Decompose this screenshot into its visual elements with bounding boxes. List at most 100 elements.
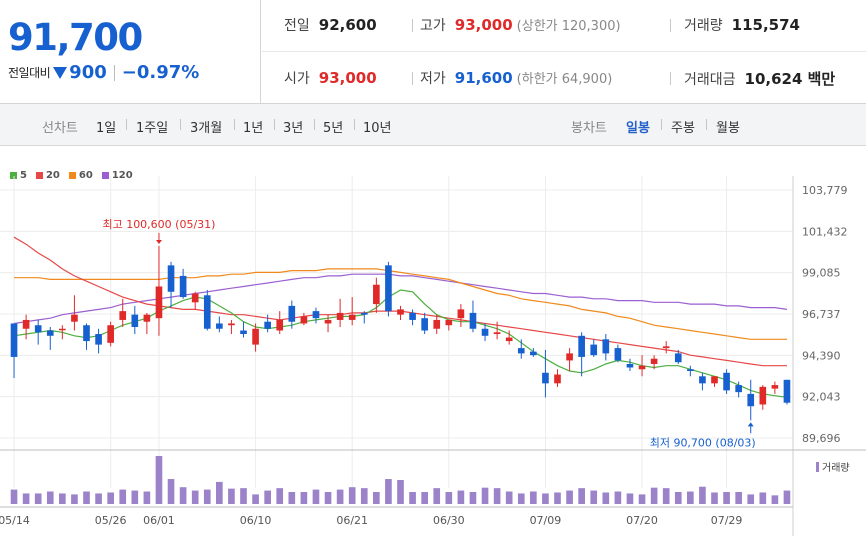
candle [288, 305, 296, 322]
volume-bar [240, 488, 247, 504]
price-chart[interactable]: 103,779 101,432 99,085 96,737 94,390 92,043 89… [0, 146, 866, 536]
volume-bar [324, 492, 332, 504]
candle [662, 346, 670, 349]
candle [783, 379, 791, 403]
monthly-candle-button[interactable]: 월봉 [716, 121, 740, 136]
candle [59, 328, 66, 331]
candle [373, 284, 380, 305]
lower-limit: (하한가 64,900) [516, 72, 613, 87]
candle [324, 319, 332, 324]
y-tick-label: 103,779 [802, 184, 848, 197]
period-1d-button[interactable]: 1일 [96, 121, 117, 136]
change-percent: −0.97% [121, 62, 200, 83]
period-1y-button[interactable]: 1년 [243, 121, 264, 136]
candle [312, 311, 320, 319]
volume-bar [83, 491, 90, 504]
legend-swatch [68, 172, 76, 179]
legend-ma120: 120 [101, 170, 133, 181]
volume-legend-label: 거래량 [822, 463, 850, 474]
candle [505, 337, 513, 342]
candle [216, 323, 223, 329]
volume-legend: 거래량 [816, 459, 850, 474]
candle [179, 275, 187, 298]
volume-bar [107, 492, 114, 504]
volume-bar [493, 488, 501, 504]
volume-bar [22, 493, 30, 504]
period-5y-button[interactable]: 5년 [323, 121, 344, 136]
volume-bar [360, 488, 368, 504]
stats-separator [412, 19, 413, 32]
volume-bar [46, 491, 54, 504]
candle [747, 393, 755, 407]
legend-swatch [35, 172, 43, 179]
volume-bar [131, 490, 139, 504]
current-price: 91,700 [8, 16, 143, 59]
volume-bar [34, 493, 42, 504]
volume-bar [167, 479, 175, 504]
candle [602, 339, 610, 354]
candle [421, 318, 428, 331]
candle [517, 348, 525, 354]
candle [771, 385, 779, 389]
volume-bar [469, 492, 477, 504]
x-tick-label: 06/01 [143, 514, 175, 527]
candle [300, 316, 308, 324]
open-cell: 시가 93,000 [284, 68, 377, 88]
volume-bar [699, 486, 706, 504]
low-arrow-head [747, 422, 754, 427]
period-10y-button[interactable]: 10년 [363, 121, 392, 136]
prev-close-cell: 전일 92,600 [284, 15, 377, 35]
volume-bar [626, 493, 634, 504]
candle [131, 314, 139, 327]
candle [276, 319, 284, 331]
x-tick-label: 07/20 [626, 514, 658, 527]
volume-bar [203, 489, 211, 504]
candle [759, 386, 767, 405]
candle [711, 376, 718, 384]
candle [95, 334, 102, 345]
period-1w-button[interactable]: 1주일 [136, 121, 169, 136]
volume-value: 115,574 [731, 16, 800, 34]
legend-ma60: 60 [68, 170, 93, 181]
high-annotation: 최고 100,600 (05/31) [102, 218, 215, 231]
candle [723, 372, 730, 391]
ma5-line [13, 289, 788, 398]
x-tick-label: 07/09 [530, 514, 562, 527]
volume-bar [554, 492, 561, 504]
candle [34, 325, 42, 333]
volume-bar [397, 480, 404, 504]
volume-bar [71, 494, 78, 504]
volume-bar [747, 494, 755, 504]
toolbar-separator [706, 119, 707, 130]
volume-bar [348, 487, 356, 504]
change-row: 전일대비 900 −0.97% [8, 62, 199, 83]
candle [167, 265, 175, 292]
volume-bar [662, 488, 670, 504]
volume-bar [288, 492, 296, 504]
candle [614, 348, 622, 361]
low-label: 저가 [420, 71, 446, 87]
volume-bar [638, 494, 646, 504]
weekly-candle-button[interactable]: 주봉 [671, 121, 695, 136]
stock-summary: 91,700 전일대비 900 −0.97% 전일 92,600 고가 93,0… [0, 0, 866, 104]
candle [530, 351, 537, 356]
volume-bar [530, 491, 537, 504]
x-tick-label: 06/21 [336, 514, 368, 527]
candle [409, 312, 416, 320]
high-cell: 고가 93,000 (상한가 120,300) [420, 15, 621, 35]
volume-bar [771, 495, 779, 504]
period-3m-button[interactable]: 3개월 [190, 121, 223, 136]
period-3y-button[interactable]: 3년 [283, 121, 304, 136]
volume-bar [433, 488, 441, 504]
down-arrow-icon [53, 66, 68, 79]
x-tick-label: 06/10 [240, 514, 272, 527]
candle [542, 372, 549, 384]
daily-candle-button[interactable]: 일봉 [626, 121, 650, 136]
candle [252, 328, 259, 345]
volume-bar [674, 492, 682, 504]
volume-bar [505, 491, 513, 504]
candle [83, 325, 90, 342]
high-arrow-head [155, 239, 162, 244]
volume-bar [59, 493, 66, 504]
stats-divider [262, 51, 866, 52]
